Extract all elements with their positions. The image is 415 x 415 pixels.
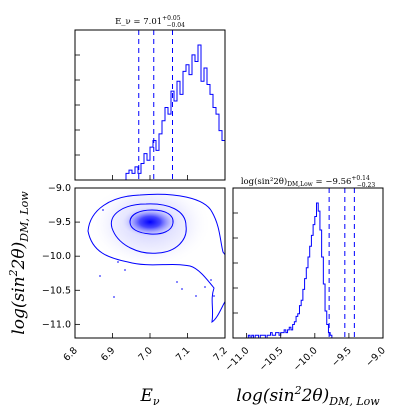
br-x-ticklabel-1: −10.5	[257, 345, 285, 373]
br-x-ticklabel-3: −9.5	[330, 345, 354, 369]
title-top-left-plus: +0.05	[162, 15, 181, 22]
histogram-step-0	[75, 44, 225, 180]
title-bottom-right-main: log(sin²2θ)	[241, 176, 287, 187]
bl-yticklabel-2: −10.0	[42, 251, 71, 262]
title-bottom-right-plus: +0.14	[351, 175, 370, 182]
title-bottom-right: log(sin²2θ)DM,Low = −9.56+0.14 −0.23	[241, 175, 376, 189]
bl-x-ticklabel-3: 7.1	[174, 345, 192, 363]
bl-x-ticklabel-1: 6.9	[99, 345, 117, 363]
panel-bottom-right: log(sin²2θ)DM,Low = −9.56+0.14 −0.23 −11.…	[223, 175, 388, 408]
title-bottom-right-minus: −0.23	[357, 182, 376, 189]
title-top-left-minus: −0.04	[167, 22, 186, 29]
scatter-points	[99, 209, 215, 298]
bl-yticklabel-1: −9.5	[48, 217, 71, 228]
bl-x-ticklabel-0: 6.8	[61, 345, 79, 363]
panel-bottom-left: 6.8 6.9 7.0 7.1 7.2−9.0−9.5−10.0−10.5−11.0 E…	[7, 183, 230, 408]
title-top-left: E_ν = 7.01+0.05 −0.04	[115, 15, 185, 29]
contour-inner	[129, 209, 174, 235]
br-x-ticklabel-4: −9.0	[364, 345, 388, 369]
xlabel-bottom-left: Eν	[139, 386, 159, 408]
density-peak	[120, 206, 180, 238]
bl-yticklabel-3: −10.5	[42, 285, 71, 296]
histogram-step-2	[233, 202, 383, 338]
panel-top-left: E_ν = 7.01+0.05 −0.04	[74, 15, 226, 181]
br-x-ticklabel-0: −11.0	[223, 345, 251, 373]
ylabel-bottom-left: log(sin22θ)DM, Low	[7, 191, 31, 335]
bl-yticklabel-0: −9.0	[48, 183, 71, 194]
xlabel-bottom-right: log(sin22θ)DM, Low	[236, 384, 380, 408]
title-top-left-main: E_ν = 7.01	[115, 17, 162, 27]
bl-x-ticklabel-2: 7.0	[136, 345, 154, 363]
contour-outer	[87, 193, 225, 324]
contour-middle	[110, 203, 187, 254]
bl-yticklabel-4: −11.0	[42, 319, 71, 330]
br-x-ticklabel-2: −10.0	[291, 345, 319, 373]
